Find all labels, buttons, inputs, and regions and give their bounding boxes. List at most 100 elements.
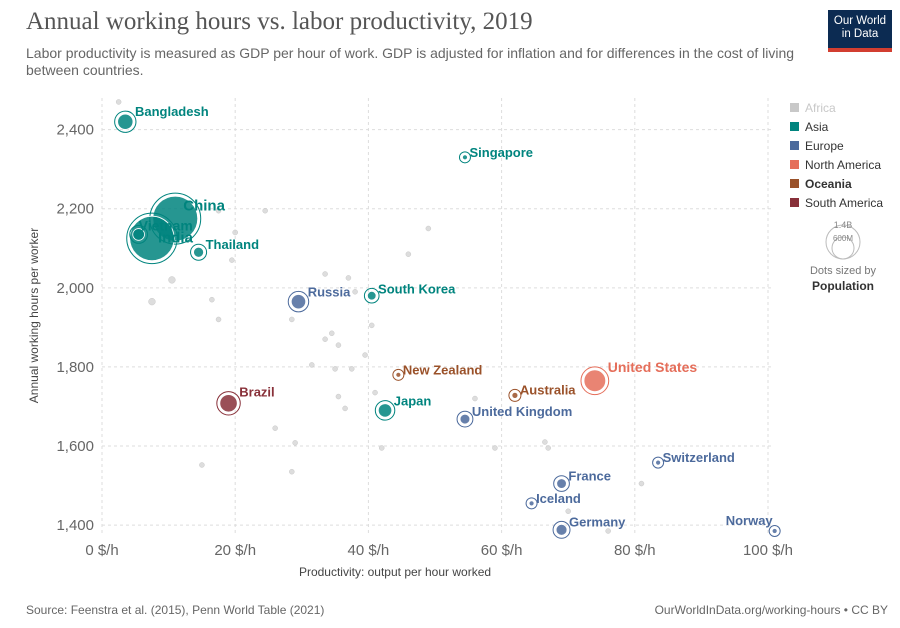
x-tick-label: 100 $/h bbox=[743, 542, 793, 559]
credit-note[interactable]: OurWorldInData.org/working-hours • CC BY bbox=[654, 603, 888, 617]
data-point-other bbox=[232, 229, 238, 236]
source-note[interactable]: Source: Feenstra et al. (2015), Penn Wor… bbox=[26, 603, 325, 617]
data-point-halo bbox=[456, 410, 474, 428]
data-point-other bbox=[262, 207, 268, 214]
size-legend-large-label: 1.4B bbox=[834, 220, 853, 230]
data-point-other bbox=[545, 445, 551, 451]
data-label: United Kingdom bbox=[472, 404, 572, 419]
size-legend-circles: 1.4B 600M bbox=[825, 220, 861, 260]
size-legend-caption: Dots sized by bbox=[809, 265, 877, 277]
y-tick-label: 2,400 bbox=[56, 122, 94, 139]
logo-line-1: Our World bbox=[833, 15, 887, 27]
data-label: Norway bbox=[726, 513, 774, 528]
data-point-halo bbox=[458, 151, 471, 164]
legend-item-oceania[interactable]: Oceania bbox=[790, 174, 883, 193]
owid-logo[interactable]: Our World in Data bbox=[828, 10, 892, 52]
y-tick-label: 1,600 bbox=[56, 438, 94, 455]
data-point-other bbox=[272, 425, 278, 431]
x-tick-label: 20 $/h bbox=[214, 542, 256, 559]
data-point-other bbox=[115, 99, 122, 105]
data-point-bangladesh bbox=[117, 113, 134, 130]
data-point-other bbox=[378, 445, 385, 451]
data-point-other bbox=[605, 528, 611, 534]
data-label: France bbox=[568, 469, 611, 484]
size-legend-variable[interactable]: Population bbox=[812, 279, 874, 293]
data-point-other bbox=[148, 298, 156, 306]
data-label: Japan bbox=[394, 394, 432, 409]
legend-item-north-america[interactable]: North America bbox=[790, 155, 883, 174]
data-point-other bbox=[349, 366, 355, 372]
data-point-other bbox=[542, 439, 548, 445]
data-point-other bbox=[292, 440, 298, 446]
y-tick-label: 1,400 bbox=[56, 517, 94, 534]
data-point-singapore bbox=[462, 154, 468, 161]
data-point-other bbox=[472, 395, 478, 402]
legend-item-europe[interactable]: Europe bbox=[790, 136, 883, 155]
data-point-other bbox=[229, 257, 235, 263]
data-point-other bbox=[289, 468, 295, 475]
data-point-switzerland bbox=[655, 459, 662, 466]
data-point-halo bbox=[363, 287, 380, 304]
y-tick-label: 1,800 bbox=[56, 359, 94, 376]
legend-label: Oceania bbox=[805, 176, 852, 191]
chart-subtitle: Labor productivity is measured as GDP pe… bbox=[26, 45, 795, 78]
data-point-other bbox=[638, 480, 645, 487]
data-point-halo bbox=[768, 525, 781, 538]
legend-label: South America bbox=[805, 195, 884, 210]
data-point-other bbox=[565, 508, 571, 514]
data-point-other bbox=[215, 316, 222, 323]
data-point-russia bbox=[290, 294, 307, 310]
legend-label: North America bbox=[805, 157, 882, 172]
data-point-other bbox=[342, 405, 348, 412]
data-point-other bbox=[405, 251, 412, 257]
size-legend-small-circle bbox=[831, 236, 855, 260]
y-tick-label: 2,000 bbox=[56, 280, 94, 297]
legend-label: Asia bbox=[805, 119, 829, 134]
legend-swatch bbox=[790, 179, 799, 188]
data-point-halo bbox=[287, 290, 310, 313]
data-label: Singapore bbox=[469, 145, 533, 160]
data-label: Vietnam bbox=[139, 217, 193, 233]
data-label: Russia bbox=[308, 284, 351, 299]
data-label: United States bbox=[608, 359, 698, 375]
legend-label: Africa bbox=[805, 100, 836, 115]
data-label: India bbox=[158, 229, 194, 246]
data-label: Brazil bbox=[239, 385, 274, 400]
data-point-other bbox=[215, 207, 222, 214]
data-point-vietnam bbox=[132, 228, 145, 241]
data-point-brazil bbox=[219, 394, 238, 413]
data-point-halo bbox=[525, 497, 538, 510]
data-point-other bbox=[209, 296, 215, 303]
legend-swatch bbox=[790, 122, 799, 131]
data-point-halo bbox=[216, 391, 241, 416]
legend-item-africa[interactable]: Africa bbox=[790, 98, 883, 117]
size-legend-small-label: 600M bbox=[833, 234, 853, 243]
y-tick-label: 2,200 bbox=[56, 201, 94, 218]
x-axis-label: Productivity: output per hour worked bbox=[299, 565, 491, 579]
data-point-france bbox=[556, 478, 567, 489]
size-legend: 1.4B 600M Dots sized by Population bbox=[790, 218, 896, 293]
legend-label: Europe bbox=[805, 138, 844, 153]
data-point-halo bbox=[652, 456, 665, 469]
region-legend: Africa Asia Europe North America Oceania Sout… bbox=[790, 98, 883, 212]
data-point-halo bbox=[508, 388, 522, 402]
data-point-halo bbox=[552, 520, 571, 539]
data-point-united-states bbox=[583, 369, 607, 393]
data-point-other bbox=[168, 276, 176, 284]
legend-item-south-america[interactable]: South America bbox=[790, 193, 883, 212]
data-label: New Zealand bbox=[403, 362, 483, 377]
data-point-other bbox=[492, 445, 498, 451]
data-point-other bbox=[368, 322, 375, 329]
data-label: Australia bbox=[520, 382, 576, 397]
data-point-other bbox=[322, 271, 328, 277]
data-point-other bbox=[289, 316, 295, 323]
x-tick-label: 40 $/h bbox=[348, 542, 390, 559]
data-point-south-korea bbox=[367, 291, 377, 301]
data-point-other bbox=[335, 393, 342, 400]
data-point-other bbox=[332, 366, 338, 372]
legend-swatch bbox=[790, 198, 799, 207]
legend-item-asia[interactable]: Asia bbox=[790, 117, 883, 136]
data-point-halo bbox=[392, 368, 405, 381]
data-point-japan bbox=[377, 403, 393, 418]
